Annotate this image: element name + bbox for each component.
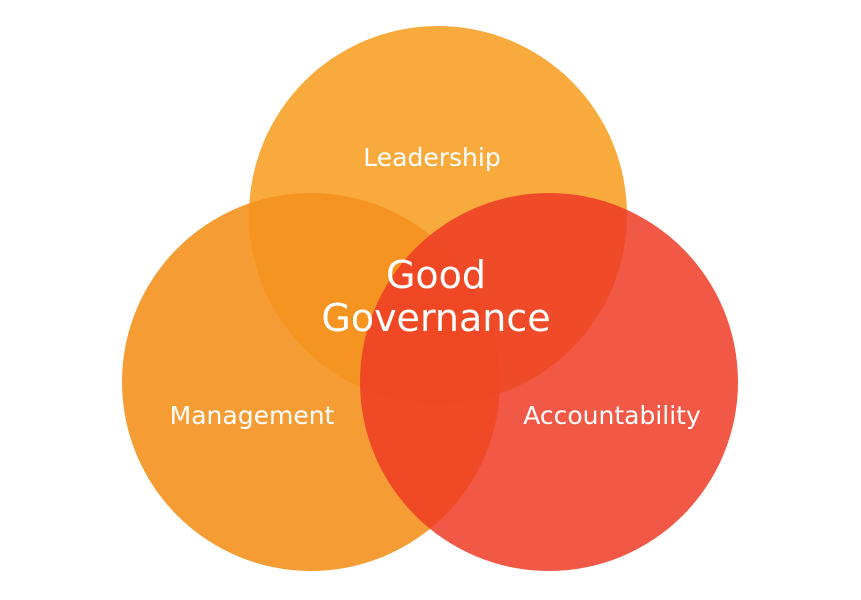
leadership-label: Leadership <box>363 143 500 172</box>
center-label-line-1: Good <box>386 253 486 297</box>
management-label: Management <box>170 401 335 430</box>
center-label-line-2: Governance <box>321 296 550 340</box>
accountability-circle <box>360 193 738 571</box>
accountability-label: Accountability <box>523 401 701 430</box>
